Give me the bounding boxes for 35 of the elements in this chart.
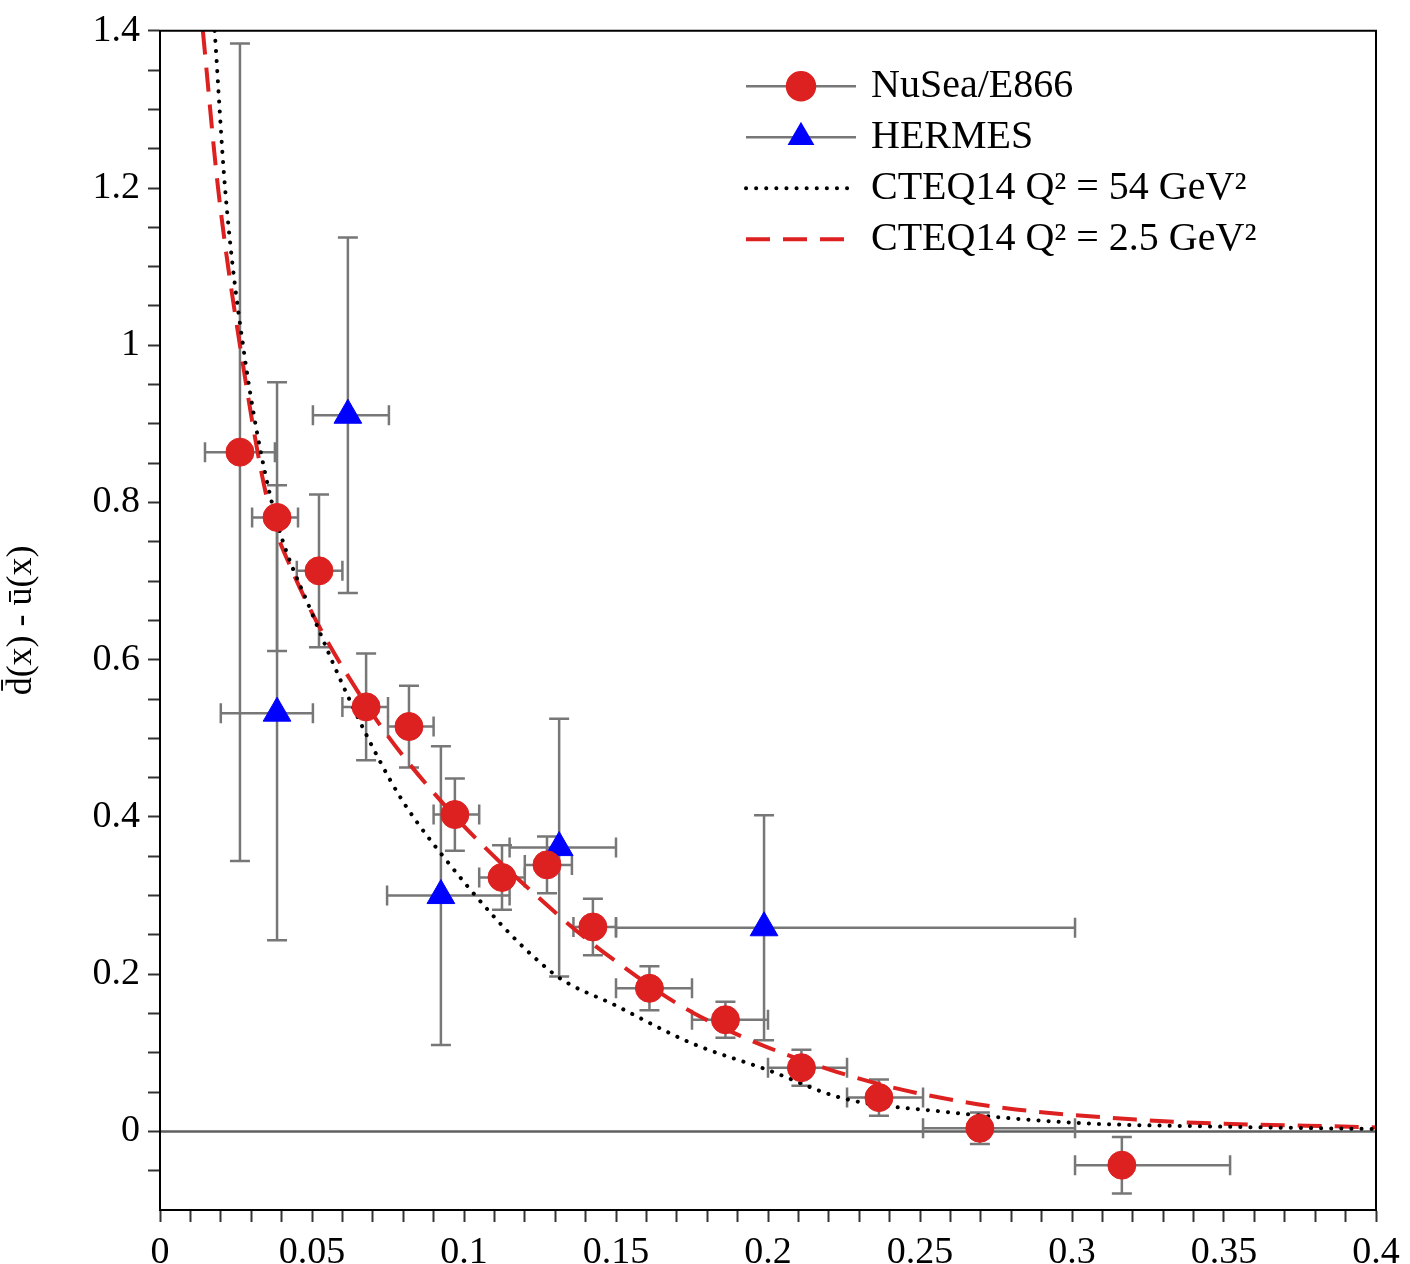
y-tick-label: 1.2 (92, 164, 140, 207)
point (786, 1053, 816, 1083)
y-tick-label: 0.4 (92, 792, 140, 835)
point (578, 912, 608, 942)
y-tick-label: 0.8 (92, 478, 140, 521)
x-tick-label: 0.1 (440, 1228, 488, 1264)
point (710, 1005, 740, 1035)
legend-label: HERMES (871, 111, 1034, 157)
point (351, 692, 381, 722)
y-tick-label: 1.4 (92, 6, 140, 49)
x-tick-label: 0 (150, 1228, 170, 1264)
y-tick-label: 0.6 (92, 635, 140, 678)
point (487, 862, 517, 892)
x-tick-label: 0.25 (886, 1228, 954, 1264)
point (304, 556, 334, 586)
point (532, 850, 562, 880)
legend-label: CTEQ14 Q² = 2.5 GeV² (871, 213, 1257, 259)
point (1107, 1150, 1137, 1180)
x-tick-label: 0.05 (278, 1228, 346, 1264)
point (262, 502, 292, 532)
x-tick-label: 0.15 (582, 1228, 650, 1264)
x-tick-label: 0.35 (1190, 1228, 1258, 1264)
point (440, 800, 470, 830)
point (394, 712, 424, 742)
x-tick-label: 0.3 (1048, 1228, 1096, 1264)
y-tick-label: 0.2 (92, 950, 140, 993)
legend-label: NuSea/E866 (871, 60, 1074, 106)
point (225, 437, 255, 467)
point (634, 973, 664, 1003)
y-axis-title: d̄(x) - ū(x) (0, 545, 40, 696)
x-tick-label: 0.4 (1352, 1228, 1400, 1264)
y-tick-label: 0 (121, 1107, 140, 1150)
y-tick-label: 1 (121, 321, 140, 364)
x-tick-label: 0.2 (744, 1228, 792, 1264)
legend-label: CTEQ14 Q² = 54 GeV² (871, 162, 1247, 208)
